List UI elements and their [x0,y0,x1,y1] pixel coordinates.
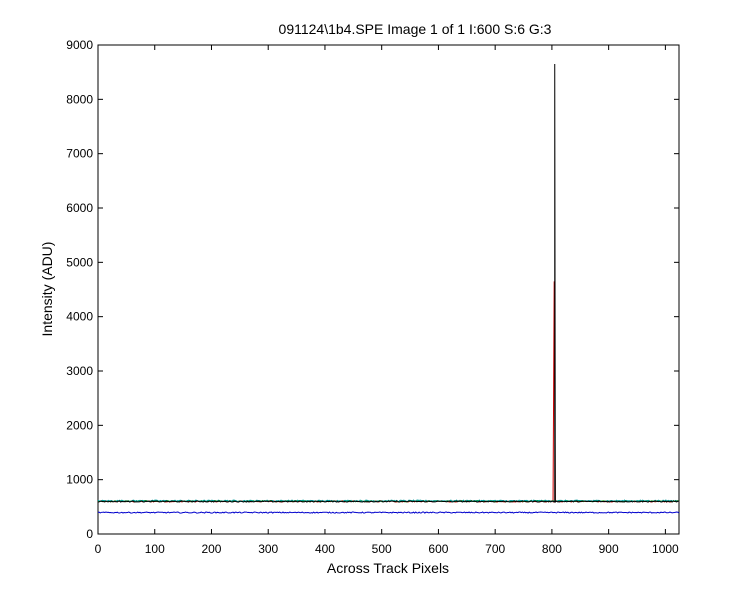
x-tick-label: 300 [258,542,278,556]
series-line-5 [97,511,680,514]
x-tick-label: 0 [95,542,102,556]
x-tick-label: 100 [145,542,165,556]
y-tick-label: 8000 [66,92,93,106]
series-layer [97,64,680,514]
x-axis-label: Across Track Pixels [327,560,449,576]
x-tick-label: 200 [201,542,221,556]
series-line-4 [97,64,680,503]
y-tick-label: 4000 [66,310,93,324]
x-tick-label: 900 [599,542,619,556]
y-tick-label: 5000 [66,255,93,269]
y-tick-label: 9000 [66,38,93,52]
y-axis-label: Intensity (ADU) [39,242,55,337]
y-tick-label: 1000 [66,473,93,487]
chart-title: 091124\1b4.SPE Image 1 of 1 I:600 S:6 G:… [279,21,552,37]
y-tick-label: 3000 [66,364,93,378]
y-tick-label: 6000 [66,201,93,215]
y-tick-label: 7000 [66,147,93,161]
y-tick-label: 0 [86,527,93,541]
x-tick-label: 700 [485,542,505,556]
x-tick-label: 1000 [652,542,679,556]
ticks-layer: 0 100 200 300 400 500 600 700 800 900 1000 0 1000 200… [66,38,679,556]
x-tick-label: 500 [372,542,392,556]
x-tick-label: 400 [315,542,335,556]
x-tick-label: 800 [542,542,562,556]
x-tick-label: 600 [428,542,448,556]
y-tick-label: 2000 [66,418,93,432]
axes-box [97,44,680,535]
plot-area: 0 100 200 300 400 500 600 700 800 900 1000 0 1000 200… [66,38,680,556]
